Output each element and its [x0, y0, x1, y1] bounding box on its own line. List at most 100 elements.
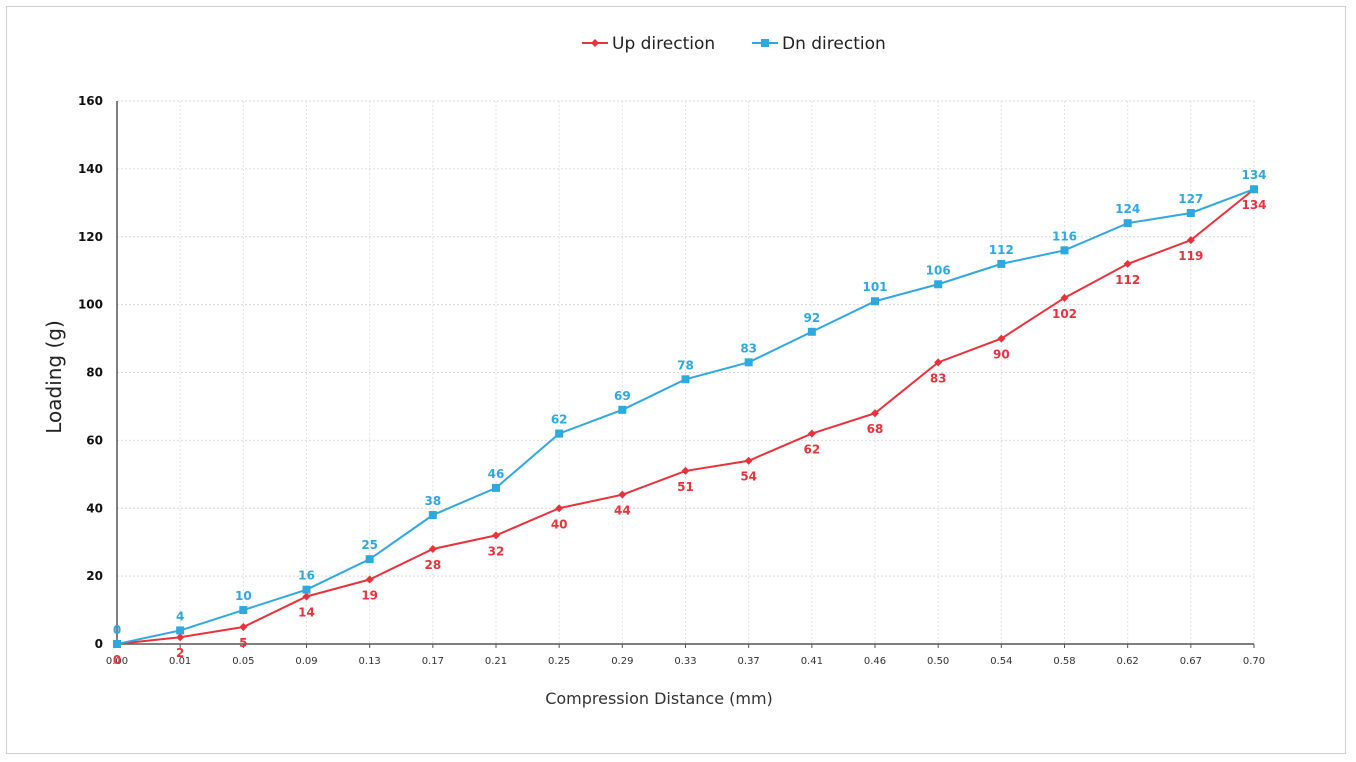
data-point-dn — [808, 328, 816, 336]
x-tick-label: 0.17 — [422, 656, 444, 667]
data-labels: 0 251419283240445154626883901021121191340… — [113, 168, 1267, 667]
data-label-dn: 106 — [926, 263, 951, 277]
data-label-dn: 124 — [1115, 202, 1140, 216]
x-tick-label: 0.09 — [295, 656, 317, 667]
data-label-up: 28 — [424, 558, 441, 572]
data-label-up: 119 — [1178, 249, 1203, 263]
data-point-up — [618, 491, 626, 499]
y-tick-label: 40 — [86, 501, 103, 515]
data-label-dn: 46 — [488, 467, 505, 481]
data-point-dn — [366, 555, 374, 563]
data-point-dn — [745, 358, 753, 366]
data-label-up: 83 — [930, 371, 947, 385]
data-label-dn: 83 — [740, 341, 757, 355]
data-label-up: 2 — [176, 646, 184, 660]
x-tick-label: 0.13 — [359, 656, 381, 667]
data-label-dn: 127 — [1178, 192, 1203, 206]
y-tick-label: 20 — [86, 569, 103, 583]
y-tick-label: 160 — [78, 94, 103, 108]
data-label-up: 90 — [993, 348, 1010, 362]
data-point-dn — [997, 260, 1005, 268]
legend-label-dn: Dn direction — [782, 34, 886, 54]
data-point-up — [429, 545, 437, 553]
data-point-up — [745, 457, 753, 465]
y-tick-label: 140 — [78, 162, 103, 176]
data-label-dn: 10 — [235, 589, 252, 603]
data-point-dn — [1250, 185, 1258, 193]
data-label-up: 51 — [677, 480, 694, 494]
data-label-up: 134 — [1241, 198, 1266, 212]
data-label-dn: 134 — [1241, 168, 1266, 182]
data-label-dn: 38 — [424, 494, 441, 508]
data-point-dn — [618, 406, 626, 414]
x-tick-label: 0.58 — [1053, 656, 1075, 667]
data-point-dn — [1061, 246, 1069, 254]
x-tick-label: 0.62 — [1117, 656, 1139, 667]
data-point-dn — [555, 430, 563, 438]
data-point-up — [1124, 260, 1132, 268]
x-tick-label: 0.37 — [738, 656, 760, 667]
y-tick-label: 120 — [78, 230, 103, 244]
y-tick-label: 100 — [78, 298, 103, 312]
y-tick-label: 80 — [86, 366, 103, 380]
data-point-dn — [1124, 219, 1132, 227]
data-point-dn — [113, 640, 121, 648]
data-point-dn — [176, 626, 184, 634]
data-label-up: 32 — [488, 544, 505, 558]
x-tick-label: 0.50 — [927, 656, 949, 667]
data-point-dn — [492, 484, 500, 492]
data-label-up: 62 — [803, 443, 820, 457]
data-label-dn: 0 — [113, 623, 121, 637]
data-point-up — [366, 576, 374, 584]
legend-marker-diamond — [591, 39, 599, 47]
legend: Up direction Dn direction — [582, 34, 886, 54]
y-axis-label: Loading (g) — [42, 320, 66, 434]
y-tick-label: 0 — [95, 637, 103, 651]
data-point-dn — [682, 375, 690, 383]
data-label-up: 0 — [113, 653, 121, 667]
y-tick-labels: 0 20 40 60 80 100 120 140 160 — [78, 94, 103, 651]
data-point-dn — [934, 280, 942, 288]
data-point-dn — [303, 586, 311, 594]
data-label-dn: 16 — [298, 569, 315, 583]
data-label-up: 54 — [740, 470, 757, 484]
data-label-dn: 78 — [677, 358, 694, 372]
data-point-dn — [429, 511, 437, 519]
legend-marker-square — [761, 39, 769, 47]
data-label-dn: 62 — [551, 413, 568, 427]
data-label-dn: 69 — [614, 389, 631, 403]
chart-frame: 0 20 40 60 80 100 120 140 160 0.00 0.01 0.05 0.09 0.… — [6, 6, 1346, 754]
data-point-up — [808, 430, 816, 438]
data-label-dn: 4 — [176, 609, 184, 623]
data-point-up — [555, 504, 563, 512]
data-point-up — [492, 531, 500, 539]
data-point-dn — [1187, 209, 1195, 217]
legend-label-up: Up direction — [612, 34, 715, 54]
data-label-up: 40 — [551, 517, 568, 531]
data-label-up: 14 — [298, 605, 315, 619]
data-label-dn: 101 — [862, 280, 887, 294]
data-point-dn — [239, 606, 247, 614]
x-tick-label: 0.25 — [548, 656, 570, 667]
x-tick-label: 0.33 — [674, 656, 696, 667]
data-point-up — [682, 467, 690, 475]
data-label-up: 68 — [867, 422, 884, 436]
x-tick-label: 0.05 — [232, 656, 254, 667]
data-label-up: 19 — [361, 589, 378, 603]
gridlines — [117, 101, 1254, 644]
data-label-dn: 25 — [361, 538, 378, 552]
x-axis-label: Compression Distance (mm) — [545, 689, 773, 708]
x-tick-label: 0.41 — [801, 656, 823, 667]
x-tick-label: 0.67 — [1180, 656, 1202, 667]
data-label-up: 102 — [1052, 307, 1077, 321]
x-tick-label: 0.46 — [864, 656, 886, 667]
x-tick-label: 0.70 — [1243, 656, 1265, 667]
data-label-up: 44 — [614, 504, 631, 518]
data-label-up: 5 — [239, 636, 247, 650]
x-tick-label: 0.54 — [990, 656, 1012, 667]
x-tick-label: 0.21 — [485, 656, 507, 667]
data-label-dn: 112 — [989, 243, 1014, 257]
x-tick-label: 0.29 — [611, 656, 633, 667]
data-label-dn: 92 — [803, 311, 820, 325]
